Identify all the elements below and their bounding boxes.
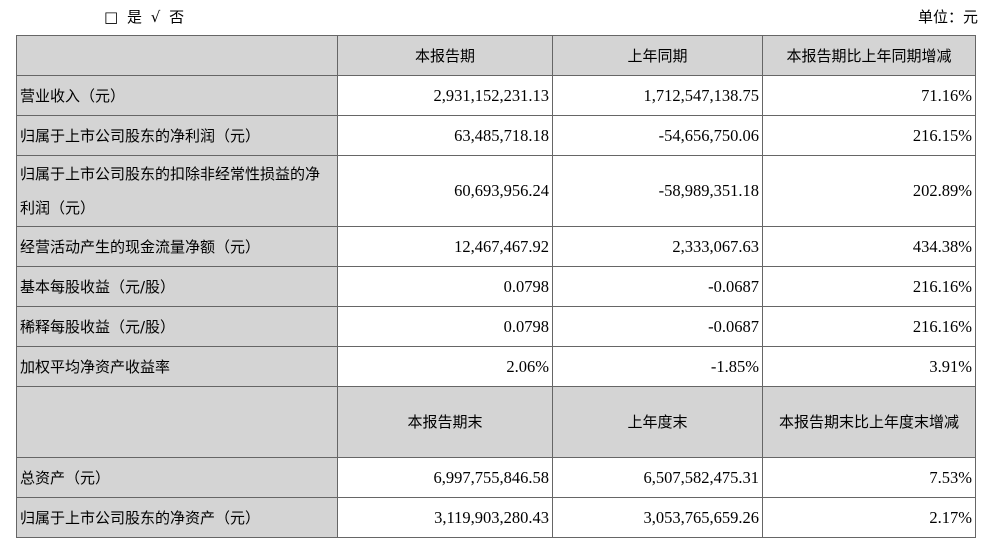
cell-value: -0.0687 <box>552 306 763 347</box>
table-row: 稀释每股收益（元/股） 0.0798 -0.0687 216.16% <box>16 306 976 347</box>
cell-value: 7.53% <box>762 457 976 498</box>
checkbox-unchecked-icon: □ <box>104 8 121 26</box>
column-header: 上年同期 <box>552 35 763 76</box>
cell-value: 2.17% <box>762 497 976 538</box>
row-label: 基本每股收益（元/股） <box>16 266 338 307</box>
check-mark-icon: √ <box>150 8 163 26</box>
cell-value: 2,333,067.63 <box>552 226 763 267</box>
option-yes: 是 <box>126 8 144 26</box>
table-row: 归属于上市公司股东的净资产（元） 3,119,903,280.43 3,053,76… <box>16 497 976 538</box>
table-row: 营业收入（元） 2,931,152,231.13 1,712,547,138.75 7… <box>16 75 976 116</box>
row-label: 营业收入（元） <box>16 75 338 116</box>
cell-value: 2,931,152,231.13 <box>337 75 553 116</box>
table-row: 基本每股收益（元/股） 0.0798 -0.0687 216.16% <box>16 266 976 307</box>
row-label: 加权平均净资产收益率 <box>16 346 338 387</box>
cell-value: 3,053,765,659.26 <box>552 497 763 538</box>
cell-value: 6,507,582,475.31 <box>552 457 763 498</box>
table-row: 总资产（元） 6,997,755,846.58 6,507,582,475.31 7.… <box>16 457 976 498</box>
unit-label: 单位：元 <box>917 8 978 26</box>
column-header: 本报告期 <box>337 35 553 76</box>
column-header: 本报告期末 <box>337 386 553 458</box>
table-header-row: 本报告期 上年同期 本报告期比上年同期增减 <box>16 35 976 76</box>
row-label: 归属于上市公司股东的扣除非经常性损益的净利润（元） <box>16 155 338 227</box>
retroactive-adjustment-options: □ 是 √ 否 <box>104 6 186 27</box>
table-row: 经营活动产生的现金流量净额（元） 12,467,467.92 2,333,067.6… <box>16 226 976 267</box>
cell-value: 216.16% <box>762 306 976 347</box>
cell-value: -54,656,750.06 <box>552 115 763 156</box>
table-row: 归属于上市公司股东的扣除非经常性损益的净利润（元） 60,693,956.24 -5… <box>16 155 976 227</box>
cell-value: 3.91% <box>762 346 976 387</box>
column-header: 上年度末 <box>552 386 763 458</box>
cell-value: 202.89% <box>762 155 976 227</box>
cell-value: -0.0687 <box>552 266 763 307</box>
table-row: 归属于上市公司股东的净利润（元） 63,485,718.18 -54,656,750… <box>16 115 976 156</box>
cell-value: 0.0798 <box>337 266 553 307</box>
cell-value: 12,467,467.92 <box>337 226 553 267</box>
cell-value: -58,989,351.18 <box>552 155 763 227</box>
column-header: 本报告期比上年同期增减 <box>762 35 976 76</box>
financial-data-table: 本报告期 上年同期 本报告期比上年同期增减 营业收入（元） 2,931,152,231.… <box>16 35 976 538</box>
cell-value: 2.06% <box>337 346 553 387</box>
table-row: 加权平均净资产收益率 2.06% -1.85% 3.91% <box>16 346 976 387</box>
row-label: 归属于上市公司股东的净资产（元） <box>16 497 338 538</box>
option-no: 否 <box>169 8 187 26</box>
row-label: 稀释每股收益（元/股） <box>16 306 338 347</box>
cell-value: 71.16% <box>762 75 976 116</box>
column-header <box>16 35 338 76</box>
column-header: 本报告期末比上年度末增减 <box>762 386 976 458</box>
cell-value: 434.38% <box>762 226 976 267</box>
column-header <box>16 386 338 458</box>
row-label: 经营活动产生的现金流量净额（元） <box>16 226 338 267</box>
cell-value: -1.85% <box>552 346 763 387</box>
cell-value: 0.0798 <box>337 306 553 347</box>
table-header-row: 本报告期末 上年度末 本报告期末比上年度末增减 <box>16 386 976 458</box>
cell-value: 216.16% <box>762 266 976 307</box>
cell-value: 60,693,956.24 <box>337 155 553 227</box>
cell-value: 3,119,903,280.43 <box>337 497 553 538</box>
cell-value: 1,712,547,138.75 <box>552 75 763 116</box>
row-label: 总资产（元） <box>16 457 338 498</box>
cell-value: 63,485,718.18 <box>337 115 553 156</box>
cell-value: 6,997,755,846.58 <box>337 457 553 498</box>
cell-value: 216.15% <box>762 115 976 156</box>
row-label: 归属于上市公司股东的净利润（元） <box>16 115 338 156</box>
